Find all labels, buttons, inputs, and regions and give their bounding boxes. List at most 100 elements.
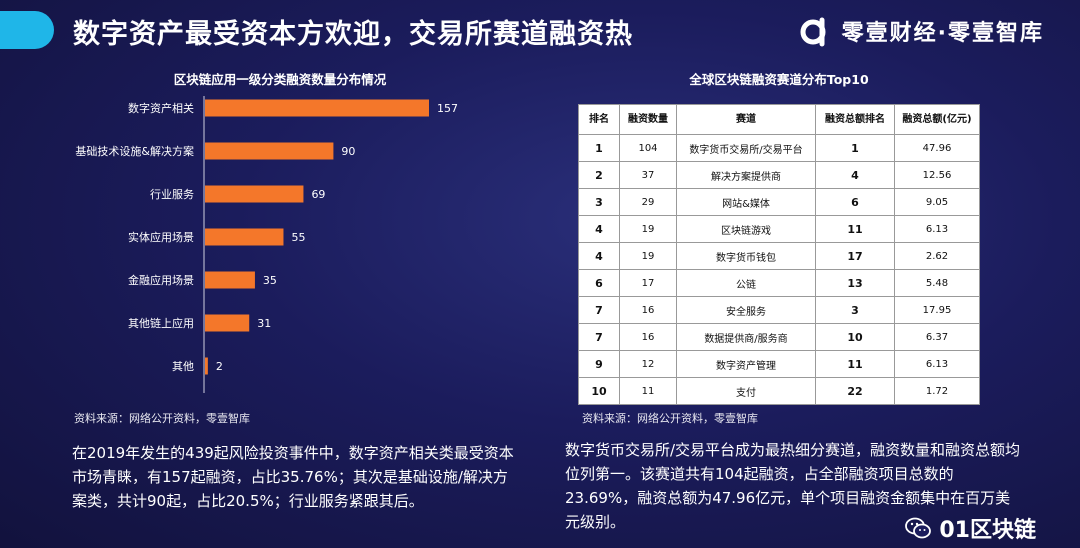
wechat-icon xyxy=(905,517,932,539)
cell-count: 37 xyxy=(619,161,677,189)
top10-table: 排名 融资数量 赛道 融资总额排名 融资总额(亿元) 1 104 数字货币交易所/交… xyxy=(578,104,980,405)
table-row: 9 12 数字资产管理 11 6.13 xyxy=(578,350,980,378)
table-row: 4 19 区块链游戏 11 6.13 xyxy=(578,215,980,243)
bar xyxy=(205,271,255,289)
cell-amount-rank: 10 xyxy=(815,323,895,351)
cell-rank: 1 xyxy=(578,134,620,162)
cell-track: 支付 xyxy=(676,377,816,405)
cell-amount-rank: 13 xyxy=(815,269,895,297)
cell-amount: 6.37 xyxy=(894,323,980,351)
cell-amount: 17.95 xyxy=(894,296,980,324)
page-title: 数字资产最受资本方欢迎，交易所赛道融资热 xyxy=(73,19,633,50)
cell-amount-rank: 11 xyxy=(815,350,895,378)
table-title: 全球区块链融资赛道分布Top10 xyxy=(689,72,869,87)
cell-track: 数字资产管理 xyxy=(676,350,816,378)
bar xyxy=(205,185,304,203)
cell-track: 安全服务 xyxy=(676,296,816,324)
cell-rank: 9 xyxy=(578,350,620,378)
cell-rank: 10 xyxy=(578,377,620,405)
bar xyxy=(205,228,284,246)
value-label: 157 xyxy=(437,102,458,115)
right-description: 数字货币交易所/交易平台成为最热细分赛道，融资数量和融资总额均位列第一。该赛道共… xyxy=(565,441,1021,531)
table-row: 7 16 安全服务 3 17.95 xyxy=(578,296,980,324)
cell-count: 19 xyxy=(619,215,677,243)
cell-amount: 2.62 xyxy=(894,242,980,270)
bar xyxy=(205,357,208,375)
table-row: 6 17 公链 13 5.48 xyxy=(578,269,980,297)
category-label: 数字资产相关 xyxy=(128,101,194,115)
cell-track: 公链 xyxy=(676,269,816,297)
cell-track: 区块链游戏 xyxy=(676,215,816,243)
cell-amount-rank: 17 xyxy=(815,242,895,270)
cell-amount-rank: 22 xyxy=(815,377,895,405)
table-row: 1 104 数字货币交易所/交易平台 1 47.96 xyxy=(578,134,980,162)
value-label: 69 xyxy=(311,188,325,201)
cell-amount-rank: 1 xyxy=(815,134,895,162)
value-label: 35 xyxy=(263,274,277,287)
chart-title: 区块链应用一级分类融资数量分布情况 xyxy=(173,72,387,87)
table-header-row: 排名 融资数量 赛道 融资总额排名 融资总额(亿元) xyxy=(578,104,980,135)
cell-amount-rank: 3 xyxy=(815,296,895,324)
table-row: 3 29 网站&媒体 6 9.05 xyxy=(578,188,980,216)
cell-rank: 3 xyxy=(578,188,620,216)
cell-amount: 9.05 xyxy=(894,188,980,216)
cell-count: 12 xyxy=(619,350,677,378)
cell-count: 16 xyxy=(619,296,677,324)
cell-count: 19 xyxy=(619,242,677,270)
cell-rank: 7 xyxy=(578,323,620,351)
table-row: 7 16 数据提供商/服务商 10 6.37 xyxy=(578,323,980,351)
value-label: 90 xyxy=(341,145,355,158)
value-label: 55 xyxy=(291,231,305,244)
left-description: 在2019年发生的439起风险投资事件中，数字资产相关类最受资本市场青睐，有15… xyxy=(72,444,514,510)
category-label: 基础技术设施&解决方案 xyxy=(75,144,194,158)
left-source-note: 资料来源：网络公开资料，零壹智库 xyxy=(74,412,250,425)
table-row: 10 11 支付 22 1.72 xyxy=(578,377,980,405)
cell-amount: 12.56 xyxy=(894,161,980,189)
bar xyxy=(205,314,250,332)
category-label: 其他链上应用 xyxy=(128,316,194,330)
brand-logo-icon xyxy=(800,17,826,47)
title-accent-bar xyxy=(0,11,54,49)
cell-count: 29 xyxy=(619,188,677,216)
header-amount-rank: 融资总额排名 xyxy=(815,104,895,135)
table-row: 4 19 数字货币钱包 17 2.62 xyxy=(578,242,980,270)
cell-count: 11 xyxy=(619,377,677,405)
cell-count: 104 xyxy=(619,134,677,162)
value-label: 2 xyxy=(216,360,223,373)
cell-amount: 47.96 xyxy=(894,134,980,162)
cell-amount-rank: 6 xyxy=(815,188,895,216)
cell-amount: 6.13 xyxy=(894,215,980,243)
cell-count: 17 xyxy=(619,269,677,297)
category-label: 行业服务 xyxy=(150,188,194,201)
brand-name: 零壹财经·零壹智库 xyxy=(841,21,1044,46)
wechat-badge: 01区块链 xyxy=(905,512,1036,544)
cell-amount: 1.72 xyxy=(894,377,980,405)
cell-rank: 7 xyxy=(578,296,620,324)
header-count: 融资数量 xyxy=(619,104,677,135)
cell-rank: 4 xyxy=(578,215,620,243)
header-rank: 排名 xyxy=(578,104,620,135)
wechat-label: 01区块链 xyxy=(939,518,1036,543)
category-label: 实体应用场景 xyxy=(128,230,194,244)
bar-chart: 数字资产相关 157 基础技术设施&解决方案 90 行业服务 69 实体应用场景 55 金融应用… xyxy=(75,96,458,393)
value-label: 31 xyxy=(257,317,271,330)
cell-track: 网站&媒体 xyxy=(676,188,816,216)
cell-track: 数据提供商/服务商 xyxy=(676,323,816,351)
cell-amount-rank: 11 xyxy=(815,215,895,243)
table-row: 2 37 解决方案提供商 4 12.56 xyxy=(578,161,980,189)
cell-rank: 2 xyxy=(578,161,620,189)
header-amount: 融资总额(亿元) xyxy=(894,104,980,135)
cell-rank: 6 xyxy=(578,269,620,297)
category-label: 金融应用场景 xyxy=(128,273,194,287)
cell-amount: 5.48 xyxy=(894,269,980,297)
brand: 零壹财经·零壹智库 xyxy=(798,14,1044,48)
cell-track: 数字货币钱包 xyxy=(676,242,816,270)
cell-rank: 4 xyxy=(578,242,620,270)
category-label: 其他 xyxy=(172,360,194,373)
bar xyxy=(205,99,429,117)
cell-count: 16 xyxy=(619,323,677,351)
cell-amount-rank: 4 xyxy=(815,161,895,189)
right-source-note: 资料来源：网络公开资料，零壹智库 xyxy=(582,412,758,425)
cell-track: 数字货币交易所/交易平台 xyxy=(676,134,816,162)
cell-track: 解决方案提供商 xyxy=(676,161,816,189)
